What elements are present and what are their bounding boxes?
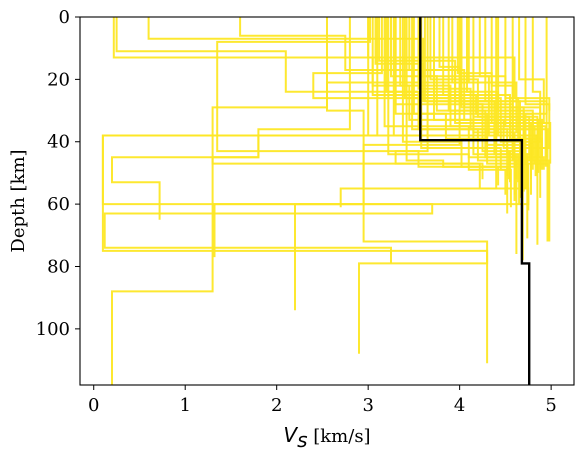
reference-profile-line — [419, 17, 531, 385]
ensemble-profile-line — [387, 17, 507, 195]
x-tick-label: 5 — [545, 395, 556, 416]
ensemble-profile-line — [378, 17, 534, 170]
ensemble-profile-line — [411, 17, 542, 198]
ensemble-profile-line — [383, 17, 521, 205]
y-tick-label: 0 — [59, 7, 70, 28]
y-axis-label: Depth [km] — [8, 149, 29, 252]
ensemble-profile-line — [447, 17, 545, 170]
ensemble-profiles — [101, 17, 552, 385]
x-tick-label: 0 — [88, 395, 99, 416]
ensemble-profile-line — [115, 17, 529, 239]
ensemble-profile-line — [294, 17, 470, 311]
ensemble-profile-line — [111, 17, 370, 220]
ensemble-profile-line — [394, 17, 484, 180]
y-tick-label: 60 — [47, 194, 70, 215]
x-tick-label: 1 — [179, 395, 190, 416]
ensemble-profile-line — [504, 17, 543, 170]
ensemble-profile-line — [358, 17, 489, 354]
x-axis-label-symbol: V — [283, 423, 298, 447]
y-axis: 0 20 40 60 80 100 — [36, 7, 80, 340]
reference-profile — [419, 17, 531, 385]
x-axis: 0 1 2 3 4 5 — [88, 385, 557, 416]
x-axis-label-subscript: s — [297, 428, 307, 452]
y-tick-label: 40 — [47, 132, 70, 153]
ensemble-profile-line — [417, 17, 549, 167]
x-tick-label: 2 — [271, 395, 282, 416]
plot-frame — [79, 16, 575, 386]
x-axis-label-unit: [km/s] — [308, 426, 371, 447]
x-axis-label: Vs [km/s] — [283, 423, 370, 452]
y-tick-label: 80 — [47, 256, 70, 277]
x-tick-label: 3 — [362, 395, 373, 416]
ensemble-profile-line — [211, 17, 530, 258]
ensemble-profile-line — [518, 17, 545, 180]
y-tick-label: 100 — [36, 319, 70, 340]
ensemble-profile-line — [423, 17, 518, 180]
ensemble-profile-line — [371, 17, 516, 173]
ensemble-profile-line — [399, 17, 536, 164]
ensemble-profile-line — [111, 17, 351, 385]
ensemble-profile-line — [392, 17, 530, 211]
x-tick-label: 4 — [454, 395, 465, 416]
ensemble-profile-line — [367, 17, 551, 111]
ensemble-profile-line — [511, 17, 540, 189]
y-tick-label: 20 — [47, 69, 70, 90]
